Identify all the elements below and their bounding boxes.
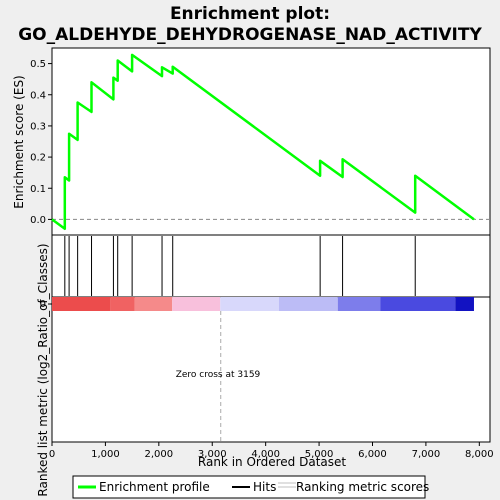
es-tick-label: 0.0 — [30, 215, 46, 226]
zero-cross-label: Zero cross at 3159 — [176, 370, 261, 380]
color-bar-segment — [455, 297, 474, 311]
color-bar-segment — [172, 297, 220, 311]
chart-title-line2: GO_ALDEHYDE_DEHYDROGENASE_NAD_ACTIVITY — [18, 25, 482, 45]
x-tick-label: 2,000 — [145, 449, 174, 460]
es-tick-label: 0.5 — [30, 59, 46, 70]
es-tick-label: 0.3 — [30, 121, 46, 132]
color-bar-segment — [338, 297, 381, 311]
legend-enrichment-label: Enrichment profile — [99, 480, 210, 494]
legend-metric-label: Ranking metric scores — [296, 480, 429, 494]
chart-title-line1: Enrichment plot: — [170, 4, 330, 24]
color-bar-segment — [52, 297, 111, 311]
rank-y-axis-label: Ranked list metric (log2_Ratio_of_Classe… — [36, 243, 50, 496]
es-tick-label: 0.2 — [30, 153, 46, 164]
color-bar-segment — [135, 297, 172, 311]
x-tick-label: 1,000 — [91, 449, 120, 460]
x-tick-label: 7,000 — [412, 449, 441, 460]
color-bar-segment — [381, 297, 456, 311]
legend-hits-label: Hits — [253, 480, 276, 494]
x-tick-label: 6,000 — [358, 449, 387, 460]
color-bar-segment — [111, 297, 135, 311]
color-bar-segment — [220, 297, 279, 311]
es-y-axis-label: Enrichment score (ES) — [12, 75, 26, 208]
rank-metric-panel — [52, 297, 490, 442]
x-axis-label: Rank in Ordered Dataset — [198, 455, 346, 469]
ranking-color-bar — [52, 297, 474, 311]
color-bar-segment — [279, 297, 338, 311]
es-tick-label: 0.1 — [30, 184, 46, 195]
x-tick-label: 8,000 — [465, 449, 494, 460]
es-tick-label: 0.4 — [30, 90, 46, 101]
es-y-axis: 0.0 0.1 0.2 0.3 0.4 0.5 — [30, 59, 52, 226]
